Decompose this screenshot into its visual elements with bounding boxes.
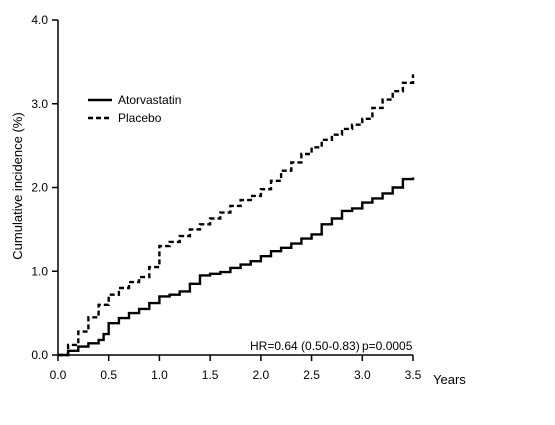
hazard-ratio-annotation: HR=0.64 (0.50-0.83): [250, 339, 360, 353]
x-tick-label: 1.0: [151, 368, 168, 382]
y-tick-label: 0.0: [31, 348, 48, 362]
x-axis-title: Years: [433, 372, 466, 387]
series-line-atorvastatin: [58, 177, 415, 357]
x-tick-label: 0.5: [100, 368, 117, 382]
x-tick-label: 2.5: [303, 368, 320, 382]
p-value-annotation: p=0.0005: [362, 339, 413, 353]
y-tick-label: 1.0: [31, 264, 48, 278]
series-line-placebo: [58, 74, 415, 357]
x-tick-label: 0.0: [50, 368, 67, 382]
x-tick-label: 2.0: [253, 368, 270, 382]
legend-label-placebo: Placebo: [118, 111, 162, 125]
legend-label-atorvastatin: Atorvastatin: [118, 93, 181, 107]
x-axis: 0.0 0.5 1.0 1.5 2.0 2.5 3.0 3.5: [50, 354, 422, 382]
y-axis: 0.0 1.0 2.0 3.0 4.0: [31, 13, 59, 362]
x-tick-label: 3.5: [405, 368, 422, 382]
y-tick-label: 3.0: [31, 97, 48, 111]
legend: Atorvastatin Placebo: [88, 93, 181, 125]
x-tick-label: 1.5: [202, 368, 219, 382]
x-tick-label: 3.0: [354, 368, 371, 382]
series-layer: [58, 74, 415, 357]
y-tick-label: 4.0: [31, 13, 48, 27]
y-axis-title: Cumulative incidence (%): [10, 112, 25, 259]
y-tick-label: 2.0: [31, 181, 48, 195]
